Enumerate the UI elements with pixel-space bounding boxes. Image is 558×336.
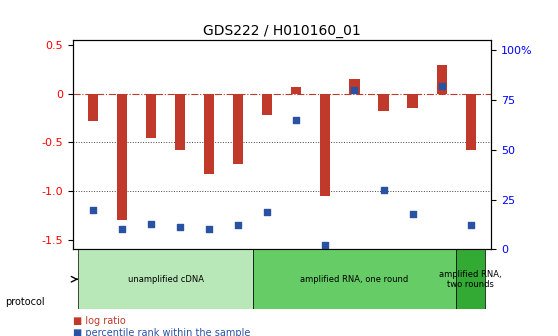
FancyBboxPatch shape [311,249,340,309]
FancyBboxPatch shape [195,249,224,309]
Text: protocol: protocol [6,297,45,307]
Bar [436,65,447,94]
Point [263,209,272,214]
Text: ■ percentile rank within the sample: ■ percentile rank within the sample [73,328,250,336]
FancyBboxPatch shape [253,249,282,309]
Bar [349,79,359,94]
Point [147,221,156,226]
FancyBboxPatch shape [137,249,166,309]
Point [437,83,446,89]
FancyBboxPatch shape [398,249,427,309]
Bar [262,94,272,115]
Bar [88,94,98,121]
Point [234,223,243,228]
Point [321,243,330,248]
Title: GDS222 / H010160_01: GDS222 / H010160_01 [203,24,360,38]
FancyBboxPatch shape [78,249,253,309]
FancyBboxPatch shape [253,249,456,309]
Bar [378,94,388,111]
FancyBboxPatch shape [456,249,485,309]
Point [408,211,417,216]
Bar [146,94,156,137]
Bar [117,94,127,220]
Point [350,87,359,93]
Text: ■ log ratio: ■ log ratio [73,316,126,326]
FancyBboxPatch shape [107,249,137,309]
FancyBboxPatch shape [427,249,456,309]
FancyBboxPatch shape [340,249,369,309]
Point [466,223,475,228]
FancyBboxPatch shape [78,249,107,309]
Bar [465,94,476,150]
Point [292,117,301,123]
FancyBboxPatch shape [456,249,485,309]
Bar [291,87,301,94]
FancyBboxPatch shape [282,249,311,309]
Bar [175,94,185,150]
FancyBboxPatch shape [224,249,253,309]
FancyBboxPatch shape [166,249,195,309]
Bar [204,94,214,173]
FancyBboxPatch shape [369,249,398,309]
Text: unamplified cDNA: unamplified cDNA [128,275,204,284]
Bar [233,94,243,164]
Bar [320,94,330,196]
Point [118,227,127,232]
Bar [407,94,417,109]
Point [205,227,214,232]
Point [88,207,97,212]
Point [379,187,388,192]
Text: amplified RNA,
two rounds: amplified RNA, two rounds [439,269,502,289]
Point [176,225,185,230]
Text: amplified RNA, one round: amplified RNA, one round [300,275,408,284]
